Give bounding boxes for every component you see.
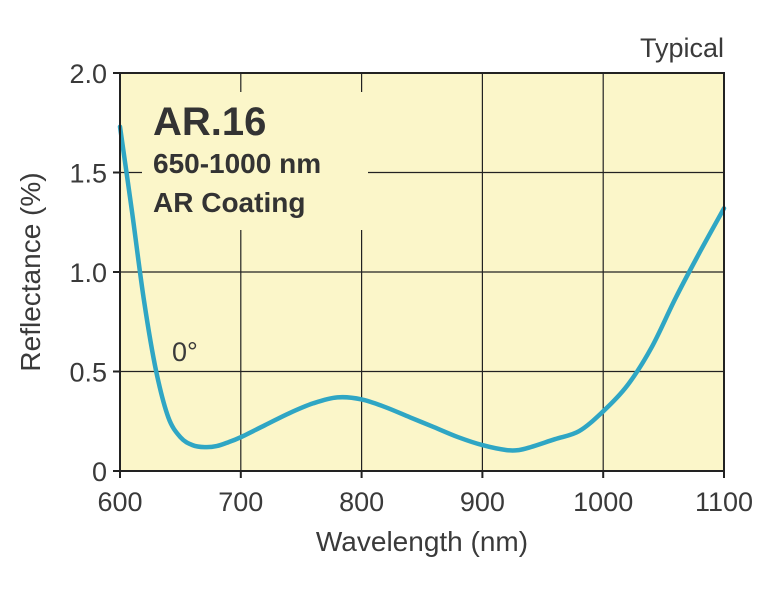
inset-label: AR.16 650-1000 nm AR Coating	[142, 92, 368, 230]
x-axis-title: Wavelength (nm)	[316, 526, 528, 557]
y-tick-label: 2.0	[69, 59, 107, 89]
x-axis-ticks: 600 700 800 900 1000 1100	[97, 471, 753, 517]
corner-note: Typical	[640, 33, 724, 63]
inset-label-background	[142, 92, 368, 230]
y-axis-ticks: 0 0.5 1.0 1.5 2.0	[69, 59, 120, 487]
inset-title: AR.16	[153, 100, 266, 144]
x-tick-label: 1100	[695, 487, 753, 517]
inset-line-range: 650-1000 nm	[153, 148, 321, 179]
reflectance-series-line	[117, 124, 727, 453]
angle-annotation: 0°	[172, 337, 198, 367]
y-axis-title: Reflectance (%)	[15, 172, 46, 371]
y-tick-label: 1.0	[69, 258, 107, 288]
y-tick-label: 0	[92, 457, 107, 487]
y-tick-label: 0.5	[69, 358, 107, 388]
x-tick-label: 600	[97, 487, 142, 517]
x-tick-label: 900	[460, 487, 505, 517]
x-tick-label: 1000	[573, 487, 633, 517]
y-tick-label: 1.5	[69, 159, 107, 189]
x-tick-label: 800	[339, 487, 384, 517]
x-tick-label: 700	[218, 487, 263, 517]
inset-line-coating: AR Coating	[153, 187, 305, 218]
